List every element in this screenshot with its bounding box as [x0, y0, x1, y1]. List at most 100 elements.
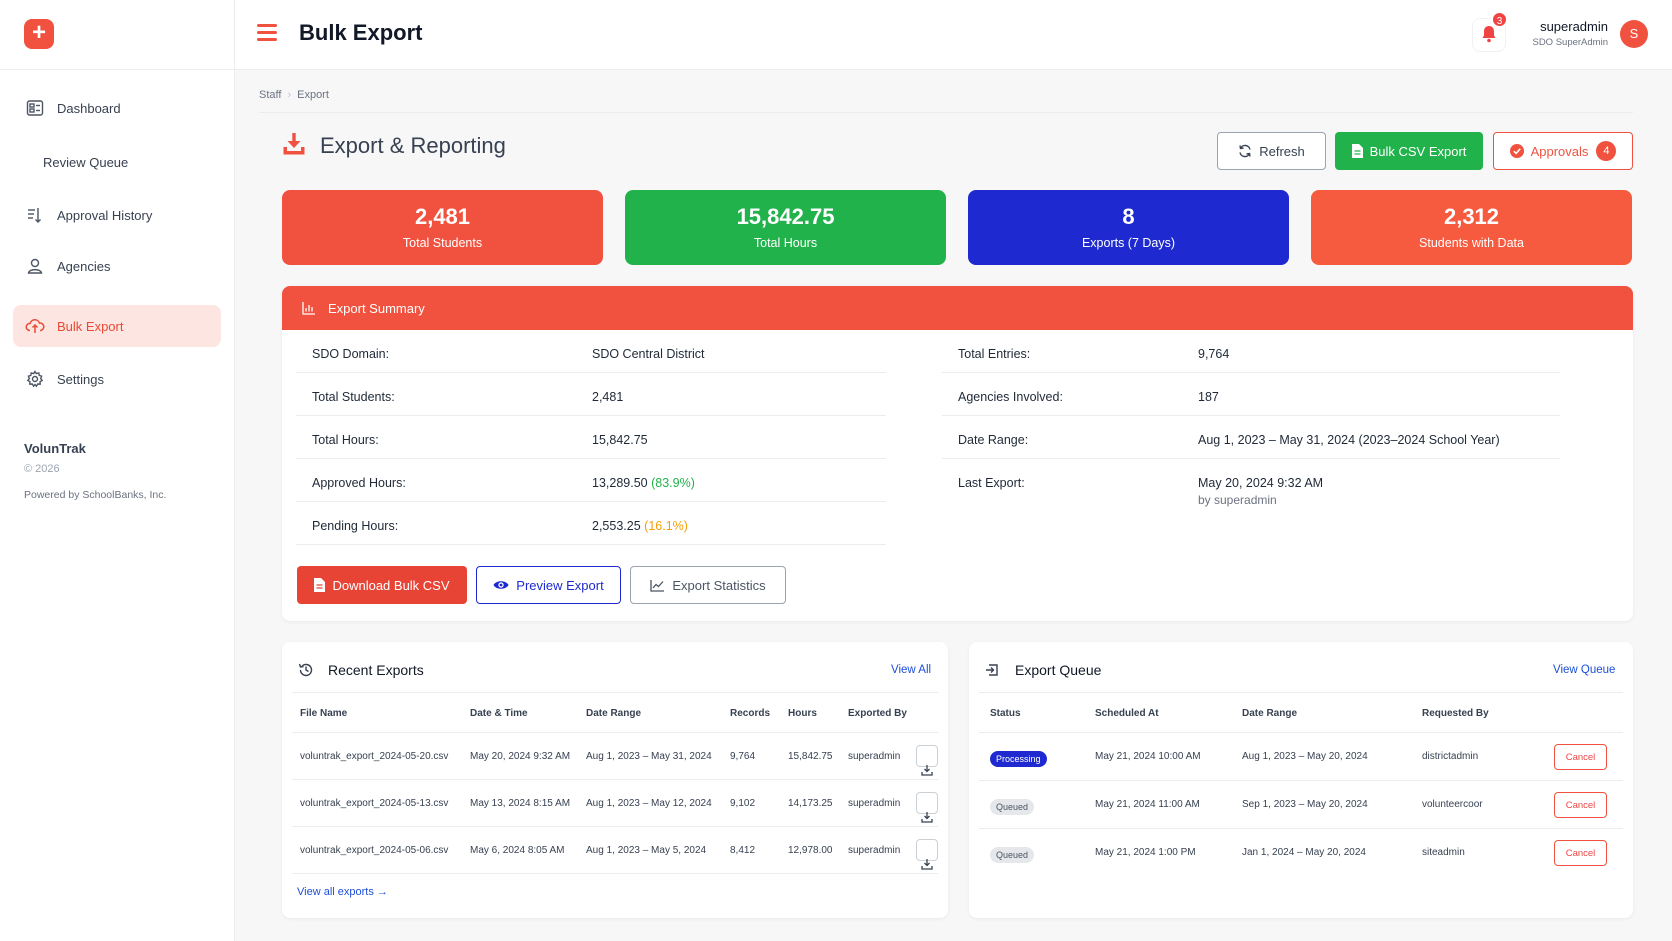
cancel-button[interactable]: Cancel: [1554, 840, 1607, 866]
history-list-icon: [25, 205, 45, 225]
recent-exports-header: Recent Exports: [298, 662, 424, 678]
sidebar-item-dashboard[interactable]: Dashboard: [13, 87, 221, 129]
download-button[interactable]: [916, 792, 938, 823]
check-circle-icon: [1509, 144, 1524, 158]
sidebar-item-label: Agencies: [57, 258, 111, 274]
exported-by: superadmin: [848, 798, 901, 809]
section-header: Export & Reporting: [282, 132, 506, 159]
logo-plus-icon[interactable]: +: [24, 19, 54, 49]
notification-button[interactable]: [1472, 18, 1506, 52]
column-header: Date & Time: [470, 708, 528, 719]
summary-row-agencies: Agencies Involved: 187: [942, 373, 1560, 416]
refresh-button[interactable]: Refresh: [1217, 132, 1326, 170]
date-range: Sep 1, 2023 – May 20, 2024: [1242, 799, 1368, 810]
summary-key: Total Entries:: [958, 347, 1031, 361]
view-all-exports-link[interactable]: View all exports →: [297, 886, 388, 898]
exported-by: superadmin: [848, 751, 901, 762]
summary-key: Agencies Involved:: [958, 390, 1063, 404]
sidebar-item-label: Review Queue: [43, 154, 129, 170]
summary-value: 187: [1198, 390, 1219, 404]
table-row: voluntrak_export_2024-05-20.csv May 20, …: [292, 733, 938, 780]
date-time: May 13, 2024 8:15 AM: [470, 798, 571, 809]
preview-export-button[interactable]: Preview Export: [476, 566, 621, 604]
sidebar-item-agencies[interactable]: Agencies: [13, 245, 221, 287]
summary-row-pending-hours: Pending Hours: 2,553.25 (16.1%): [296, 502, 886, 545]
scheduled-at: May 21, 2024 11:00 AM: [1095, 799, 1200, 810]
download-bulk-csv-button[interactable]: Download Bulk CSV: [297, 566, 467, 604]
summary-value: 2,481: [592, 390, 624, 404]
sidebar-item-settings[interactable]: Settings: [13, 358, 221, 400]
export-statistics-button[interactable]: Export Statistics: [630, 566, 786, 604]
sidebar-item-label: Bulk Export: [57, 318, 124, 334]
file-name: voluntrak_export_2024-05-20.csv: [300, 751, 449, 762]
column-header: Scheduled At: [1095, 708, 1159, 719]
approved-hours-percent: (83.9%): [651, 476, 695, 490]
bulk-csv-export-button[interactable]: Bulk CSV Export: [1335, 132, 1483, 170]
refresh-label: Refresh: [1259, 143, 1305, 159]
user-name[interactable]: superadmin: [1540, 19, 1608, 34]
summary-value: Aug 1, 2023 – May 31, 2024 (2023–2024 Sc…: [1198, 433, 1500, 447]
bar-chart-icon: [302, 301, 316, 315]
dashboard-icon: [25, 98, 45, 118]
breadcrumb-current: Export: [297, 89, 329, 101]
column-header: Status: [990, 708, 1021, 719]
summary-row-total-students: Total Students: 2,481: [296, 373, 886, 416]
cancel-button[interactable]: Cancel: [1554, 744, 1607, 770]
sidebar-item-bulk-export[interactable]: Bulk Export: [13, 305, 221, 347]
requested-by: districtadmin: [1422, 751, 1479, 762]
file-icon: [1351, 144, 1363, 158]
hours: 12,978.00: [788, 845, 833, 856]
download-icon: [921, 764, 933, 779]
download-icon: [921, 858, 933, 873]
column-header: Date Range: [586, 708, 642, 719]
summary-value: 9,764: [1198, 347, 1230, 361]
column-header: Date Range: [1242, 708, 1298, 719]
pending-hours-percent: (16.1%): [644, 519, 688, 533]
approvals-button[interactable]: Approvals 4: [1493, 132, 1633, 170]
sidebar: + Dashboard Review Queue Approval Histor…: [0, 0, 235, 941]
summary-key: Total Hours:: [312, 433, 379, 447]
stat-label: Total Students: [402, 236, 483, 250]
file-icon: [314, 578, 326, 592]
summary-value: SDO Central District: [592, 347, 705, 361]
date-range: Aug 1, 2023 – May 31, 2024: [586, 751, 712, 762]
line-chart-icon: [650, 579, 665, 592]
export-queue-header: Export Queue: [985, 662, 1101, 678]
file-name: voluntrak_export_2024-05-06.csv: [300, 845, 449, 856]
cancel-button[interactable]: Cancel: [1554, 792, 1607, 818]
top-header: Bulk Export 3 superadmin SDO SuperAdmin …: [235, 0, 1672, 70]
sidebar-item-approval-history[interactable]: Approval History: [13, 194, 221, 236]
summary-value: 15,842.75: [592, 433, 648, 447]
download-button[interactable]: [916, 745, 938, 776]
requested-by: volunteercoor: [1422, 799, 1483, 810]
hamburger-menu-icon[interactable]: [257, 24, 277, 42]
refresh-icon: [1238, 144, 1252, 158]
records: 8,412: [730, 845, 756, 856]
export-statistics-label: Export Statistics: [672, 577, 766, 593]
download-button[interactable]: [916, 839, 938, 870]
sidebar-item-label: Dashboard: [57, 100, 121, 116]
scheduled-at: May 21, 2024 1:00 PM: [1095, 847, 1196, 858]
stat-label: Students with Data: [1419, 236, 1524, 250]
view-queue-link[interactable]: View Queue: [1553, 664, 1616, 676]
requested-by: siteadmin: [1422, 847, 1465, 858]
date-time: May 20, 2024 9:32 AM: [470, 751, 571, 762]
status-badge: Queued: [990, 799, 1035, 815]
date-range: Aug 1, 2023 – May 5, 2024: [586, 845, 707, 856]
export-queue-title: Export Queue: [1015, 662, 1102, 678]
stat-exports-7-days: 8 Exports (7 Days): [968, 190, 1289, 265]
avatar[interactable]: S: [1620, 20, 1648, 48]
sidebar-item-review-queue[interactable]: Review Queue: [13, 141, 221, 183]
status-badge: Processing: [990, 751, 1047, 767]
breadcrumb-staff[interactable]: Staff: [259, 89, 282, 101]
summary-row-total-entries: Total Entries: 9,764: [942, 330, 1560, 373]
recent-exports-card: Recent Exports View All File Name Date &…: [282, 642, 948, 918]
pending-hours-value: 2,553.25: [592, 519, 641, 533]
view-all-link[interactable]: View All: [891, 664, 932, 676]
history-icon: [298, 662, 314, 678]
export-queue-card: Export Queue View Queue Status Scheduled…: [969, 642, 1633, 918]
stat-total-hours: 15,842.75 Total Hours: [625, 190, 946, 265]
hours: 14,173.25: [788, 798, 833, 809]
powered-by: Powered by SchoolBanks, Inc.: [24, 489, 167, 501]
column-header: File Name: [300, 708, 348, 719]
